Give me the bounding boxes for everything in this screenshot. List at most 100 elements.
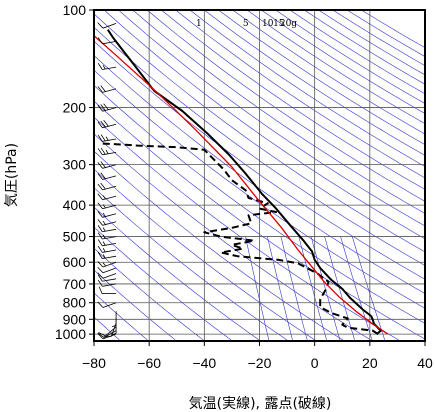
x-axis-title: 気温(実線), 露点(破線) — [189, 396, 332, 412]
wind-barb-shaft — [102, 221, 117, 226]
dry-adiabat — [289, 10, 425, 95]
parcel-profile — [94, 35, 389, 335]
wind-barb-flag — [100, 161, 106, 168]
dry-adiabat — [132, 10, 425, 214]
wind-barb-flag — [97, 104, 103, 112]
wind-barb-flag — [97, 225, 103, 232]
wind-barb — [97, 182, 117, 191]
y-tick-label: 500 — [63, 229, 87, 245]
wind-barb-shaft — [102, 204, 117, 210]
wind-barb-flag — [98, 286, 103, 294]
wind-barb-half — [102, 195, 106, 200]
wind-barb-flag — [97, 173, 103, 180]
dry-adiabat — [94, 150, 345, 341]
dry-adiabat — [94, 226, 233, 341]
wind-barb-shaft — [102, 261, 117, 268]
wind-barb-flag — [97, 134, 103, 142]
wind-barb-half — [102, 262, 107, 267]
wind-barb-shaft — [102, 278, 117, 282]
x-tick-label: −60 — [137, 355, 161, 371]
wind-barb — [97, 266, 117, 274]
wind-barb-flag — [97, 86, 103, 93]
dry-adiabat — [218, 10, 425, 146]
wind-barb-flag — [97, 239, 103, 247]
wind-barb-flag — [97, 162, 103, 169]
y-tick-label: 100 — [63, 2, 87, 18]
wind-barb-shaft — [102, 249, 117, 253]
mixing-ratio-line — [351, 236, 386, 341]
mixing-ratio-label: 1 — [196, 19, 202, 29]
wind-barb-flag — [100, 172, 106, 179]
x-tick-label: −40 — [192, 355, 216, 371]
wind-barb — [97, 22, 117, 29]
y-tick-label: 1000 — [55, 326, 86, 342]
wind-barb-shaft — [102, 302, 117, 308]
wind-barb-shaft — [102, 195, 117, 201]
wind-barb — [97, 37, 117, 45]
y-axis-title: 気圧(hPa) — [4, 143, 20, 207]
wind-barb-shaft — [102, 255, 117, 260]
wind-barb-flag — [97, 261, 104, 268]
wind-barb — [97, 301, 117, 308]
wind-barb-shaft — [102, 88, 117, 93]
mixing-ratio-line — [340, 236, 373, 341]
wind-barb — [97, 279, 117, 287]
wind-barb-shaft — [102, 267, 117, 274]
dry-adiabat — [175, 10, 425, 179]
wind-barb — [97, 252, 117, 260]
wind-barb-half — [111, 324, 117, 328]
wind-barb — [97, 272, 117, 279]
wind-barb — [97, 62, 117, 70]
wind-barb-flag — [97, 279, 103, 287]
wind-barb — [97, 211, 117, 218]
y-tick-label: 200 — [63, 100, 87, 116]
wind-barb-flag — [97, 211, 103, 218]
wind-barb — [97, 245, 117, 253]
y-tick-label: 900 — [63, 311, 87, 327]
wind-barb — [97, 103, 117, 112]
wind-barb-flag — [100, 104, 106, 111]
wind-barb-shaft — [102, 236, 117, 240]
temperature-profile — [106, 29, 382, 335]
dry-adiabat — [94, 316, 121, 341]
wind-barb — [97, 161, 117, 169]
wind-barb-flag — [97, 245, 103, 253]
dry-adiabat — [94, 247, 205, 341]
wind-barb — [111, 311, 117, 328]
wind-barb — [97, 120, 117, 129]
wind-barb — [97, 261, 117, 268]
wind-barb — [97, 225, 117, 233]
mixing-ratio-line — [324, 236, 356, 341]
y-tick-label: 800 — [63, 295, 87, 311]
wind-barb — [97, 202, 117, 210]
wind-barb-flag — [103, 103, 109, 110]
dry-adiabat — [94, 168, 317, 341]
wind-barb-shaft — [102, 23, 117, 29]
dry-adiabat — [275, 10, 425, 104]
wind-barb — [97, 134, 117, 142]
wind-barb — [103, 323, 117, 338]
wind-barb-flag — [98, 332, 106, 337]
wind-barb-shaft — [102, 228, 117, 233]
wind-barb — [97, 147, 117, 156]
dry-adiabat — [118, 10, 425, 227]
dry-adiabat — [94, 133, 373, 341]
wind-barb-half — [102, 220, 106, 225]
wind-barb-flag — [97, 252, 103, 259]
wind-barb-half — [102, 65, 106, 70]
wind-barb-half — [102, 234, 106, 239]
dry-adiabat — [94, 116, 401, 341]
wind-barb-flag — [97, 332, 105, 338]
wind-barb-flag — [97, 62, 103, 70]
wind-barb-shaft — [102, 243, 117, 247]
dry-adiabat — [94, 292, 149, 341]
dry-adiabat — [161, 10, 425, 190]
wind-barb-half — [102, 241, 106, 246]
wind-barb — [97, 274, 117, 282]
wind-barb-flag — [97, 37, 103, 45]
wind-barb-half — [102, 204, 106, 209]
dry-adiabat — [94, 100, 425, 340]
y-tick-label: 600 — [63, 254, 87, 270]
dry-adiabat — [103, 10, 425, 240]
x-tick-label: −20 — [248, 355, 272, 371]
